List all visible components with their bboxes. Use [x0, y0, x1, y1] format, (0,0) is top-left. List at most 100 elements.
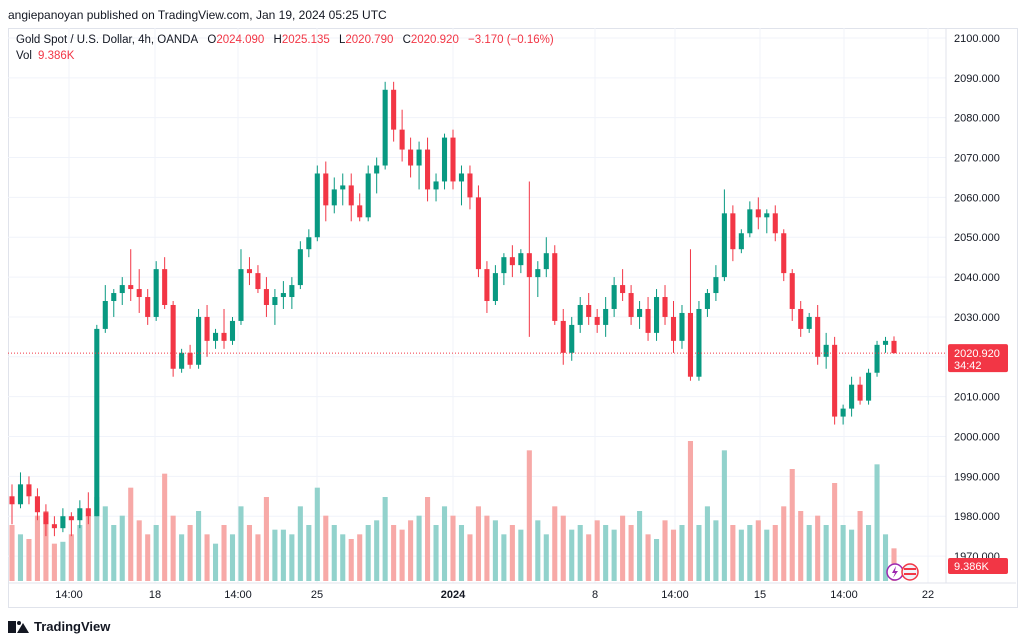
price-tick-label: 2100.000: [954, 33, 1000, 45]
price-tick-label: 2080.000: [954, 113, 1000, 125]
candle-body: [662, 297, 668, 317]
candle-body: [738, 233, 744, 250]
price-tick-label: 2050.000: [954, 232, 1000, 244]
time-tick-label: 15: [754, 589, 766, 601]
volume-bar: [781, 506, 787, 581]
volume-bar: [26, 539, 32, 581]
volume-bar: [560, 515, 566, 581]
event-marks: [886, 563, 919, 581]
candle-body: [77, 508, 83, 521]
candle-body: [408, 149, 414, 166]
candle-body: [357, 205, 363, 218]
volume-bar: [204, 534, 210, 581]
low-label: L: [338, 34, 346, 46]
volume-bar: [849, 529, 855, 581]
candle-body: [832, 344, 838, 417]
candle-body: [374, 165, 380, 174]
candle-body: [840, 408, 846, 417]
candle-body: [51, 524, 57, 529]
candle-body: [586, 304, 592, 317]
last-price-label: 2020.920: [954, 348, 1000, 360]
candle-body: [484, 269, 490, 302]
price-tick-label: 2030.000: [954, 312, 1000, 324]
volume-bar: [128, 487, 134, 581]
price-tick-label: 2000.000: [954, 432, 1000, 444]
volume-bar: [670, 529, 677, 581]
candle-body: [696, 308, 702, 377]
volume-bar: [747, 525, 753, 581]
volume-bar: [94, 497, 100, 581]
open-label: O: [207, 34, 217, 46]
volume-bar: [492, 520, 498, 581]
candle-body: [560, 320, 566, 353]
candle-body: [891, 340, 897, 354]
volume-bar: [815, 515, 821, 581]
volume-bar: [662, 520, 668, 581]
candle-body: [26, 484, 32, 497]
volume-bar: [374, 520, 380, 581]
candle-body: [229, 320, 236, 341]
candle-body: [204, 316, 210, 341]
time-tick-label: 25: [311, 589, 323, 601]
volume-bar: [85, 515, 91, 581]
price-tick-label: 1990.000: [954, 471, 1000, 483]
time-tick-label: 14:00: [55, 589, 83, 601]
volume-bar: [882, 534, 889, 581]
countdown-label: 34:42: [954, 360, 982, 372]
volume-tag-label: 9.386K: [954, 561, 990, 573]
candle-body: [17, 484, 24, 505]
candle-body: [653, 297, 660, 333]
time-tick-label: 2024: [441, 589, 466, 601]
volume-bar: [433, 525, 439, 581]
volume-bar: [365, 525, 371, 581]
volume-bar: [543, 534, 549, 581]
volume-bar: [577, 525, 583, 581]
time-tick-label: 8: [592, 589, 598, 601]
change-value: −3.170 (−0.16%): [468, 34, 554, 46]
candle-body: [179, 352, 185, 369]
volume-bar: [653, 539, 660, 581]
candle-body: [255, 273, 261, 290]
symbol-name[interactable]: Gold Spot / U.S. Dollar, 4h, OANDA: [16, 34, 199, 46]
candle-body: [145, 297, 151, 317]
candle-body: [798, 308, 804, 329]
chart-frame[interactable]: [8, 28, 1018, 608]
candle-body: [645, 308, 651, 333]
candle-body: [857, 384, 863, 401]
volume-bar: [874, 464, 880, 581]
volume-legend: Vol 9.386K: [16, 50, 74, 62]
candle-body: [162, 269, 168, 305]
last-price-tag: [948, 344, 1008, 373]
volume-bar: [611, 529, 617, 581]
volume-bar: [60, 541, 66, 581]
candle-body: [119, 285, 125, 294]
volume-bar: [34, 515, 40, 581]
candle-body: [68, 516, 74, 521]
volume-label[interactable]: Vol: [16, 50, 32, 62]
tradingview-logo-icon: [8, 620, 29, 633]
volume-bar: [509, 525, 515, 581]
candle-body: [382, 89, 388, 166]
candle-body: [764, 213, 770, 218]
time-tick-label: 14:00: [224, 589, 252, 601]
tradingview-brand[interactable]: TradingView: [8, 619, 110, 634]
volume-bar: [348, 539, 354, 581]
candle-body: [882, 340, 889, 345]
volume-bar: [382, 497, 388, 581]
price-chart[interactable]: 2100.000 2090.000 2080.000 2070.000 2060.000…: [8, 28, 1016, 606]
volume-bar: [628, 525, 634, 581]
volume-bar: [764, 529, 770, 581]
volume-bar: [102, 506, 108, 581]
candle-body: [433, 181, 439, 190]
volume-bar: [458, 525, 465, 581]
publish-info: angiepanoyan published on TradingView.co…: [8, 8, 387, 22]
volume-value: 9.386K: [38, 50, 75, 62]
volume-bar: [594, 520, 600, 581]
volume-bar: [68, 534, 74, 581]
candle-body: [747, 209, 753, 234]
candle-body: [772, 213, 778, 234]
candle-body: [340, 185, 346, 190]
volume-bar: [425, 497, 431, 581]
volume-bar: [9, 525, 15, 581]
